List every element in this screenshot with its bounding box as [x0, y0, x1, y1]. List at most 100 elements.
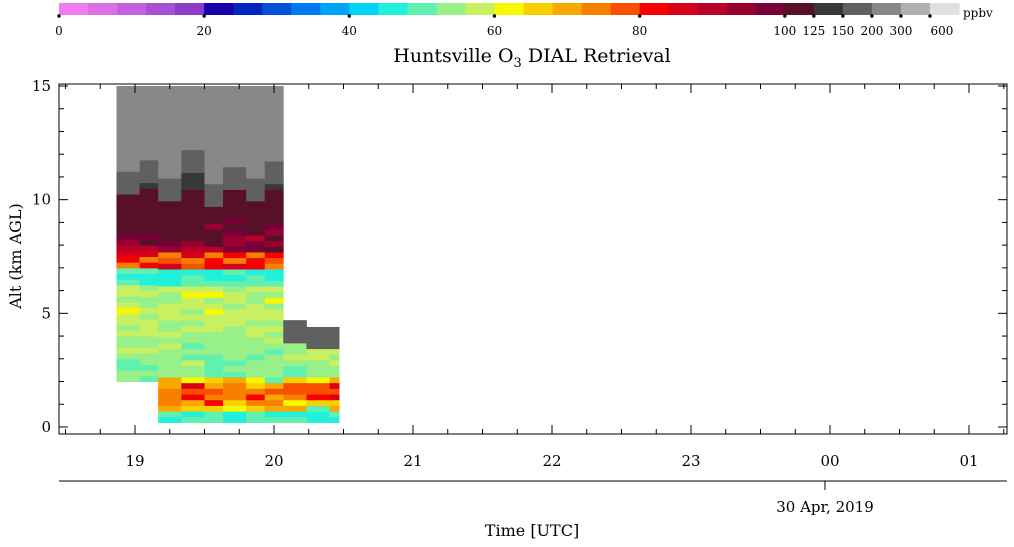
heatmap-cell [158, 115, 182, 122]
heatmap-cell [204, 297, 224, 304]
heatmap-cell [223, 138, 247, 145]
heatmap-cell [264, 178, 284, 185]
heatmap-cell [139, 358, 159, 365]
heatmap-cell [139, 142, 159, 150]
heatmap-cell [329, 376, 340, 384]
heatmap-cell [158, 246, 182, 253]
heatmap-cell [116, 319, 141, 326]
heatmap-cell [246, 274, 266, 281]
heatmap-cell [181, 399, 205, 406]
colorbar-swatch [581, 3, 612, 15]
chart-title-suffix: DIAL Retrieval [522, 45, 671, 67]
heatmap-cell [158, 138, 182, 145]
heatmap-cell [306, 376, 330, 384]
heatmap-cell [204, 314, 224, 321]
heatmap-cell [264, 291, 284, 298]
y-tick-label: 10 [32, 191, 51, 209]
heatmap-cell [116, 86, 141, 93]
heatmap-cell [246, 365, 266, 372]
heatmap-cell [246, 314, 266, 321]
heatmap-cell [158, 337, 182, 344]
heatmap-cell [204, 229, 224, 236]
plot-frame-ticks [59, 84, 1007, 434]
colorbar-swatch [813, 3, 844, 15]
heatmap-cell [264, 200, 284, 207]
heatmap-cell [116, 267, 141, 275]
heatmap-cell [116, 148, 141, 155]
colorbar-swatch [117, 3, 147, 15]
heatmap-cell [181, 388, 205, 395]
heatmap-cell [223, 109, 247, 117]
heatmap-cell [204, 132, 224, 139]
heatmap-cell [223, 121, 247, 128]
heatmap-cell [306, 365, 330, 372]
heatmap-cell [329, 331, 340, 338]
heatmap-cell [246, 331, 266, 338]
heatmap-cell [223, 98, 247, 105]
heatmap-cell [139, 347, 159, 354]
heatmap-cell [181, 371, 205, 378]
heatmap-cell [139, 250, 159, 257]
heatmap-cell [329, 405, 340, 412]
heatmap-cell [283, 320, 307, 327]
heatmap-cell [181, 126, 205, 134]
heatmap-cell [264, 280, 284, 287]
heatmap-cell [246, 354, 266, 361]
heatmap-cell [223, 388, 247, 395]
heatmap-cell [181, 200, 205, 207]
colorbar-swatch [378, 3, 408, 15]
heatmap-cell [116, 165, 141, 172]
heatmap-cell [158, 280, 182, 287]
heatmap-cell [264, 172, 284, 179]
heatmap-cell [246, 183, 266, 190]
heatmap-cell [329, 354, 340, 361]
heatmap-cell [306, 348, 330, 355]
colorbar-tick-label: 40 [342, 24, 357, 38]
colorbar-swatch [610, 3, 641, 15]
heatmap-cell [223, 376, 247, 384]
heatmap-cell [283, 376, 307, 384]
heatmap-cell [246, 109, 266, 117]
heatmap-cell [204, 257, 224, 264]
heatmap-cell [139, 336, 159, 343]
colorbar-tick [347, 14, 352, 18]
heatmap-cell [158, 399, 182, 406]
heatmap-cell [116, 120, 141, 127]
heatmap-cell [246, 269, 266, 276]
heatmap-cell [139, 91, 159, 98]
heatmap-cell [158, 286, 182, 293]
heatmap-cell [306, 371, 330, 378]
heatmap-cell [204, 126, 224, 134]
heatmap-cell [246, 126, 266, 134]
heatmap-cell [264, 388, 284, 395]
heatmap-cell [158, 143, 182, 151]
colorbar-swatch [407, 3, 438, 15]
heatmap-cell [264, 149, 284, 156]
heatmap-cell [204, 87, 224, 94]
chart-title-prefix: Huntsville O [393, 45, 513, 67]
heatmap-cell [139, 353, 159, 360]
colorbar-swatch [639, 3, 670, 15]
heatmap-cell [264, 126, 284, 134]
heatmap-cell [158, 98, 182, 105]
heatmap-cell [223, 359, 247, 367]
colorbar-ticks: 0 20 40 60 80 100 125 150 200 300 600 [55, 14, 953, 38]
colorbar-tick [899, 14, 903, 18]
heatmap-cell [246, 189, 266, 196]
heatmap-cell [246, 371, 266, 378]
heatmap-cell [204, 161, 224, 168]
heatmap-cell [246, 138, 266, 145]
heatmap-cell [246, 359, 266, 367]
heatmap-cell [116, 301, 141, 309]
colorbar-tick [783, 14, 787, 18]
heatmap-cell [158, 109, 182, 117]
heatmap-cell [181, 257, 205, 264]
colorbar-swatch [262, 3, 292, 15]
colorbar-swatch [842, 3, 873, 15]
colorbar-swatch [175, 3, 205, 15]
heatmap-cell [264, 240, 284, 247]
heatmap-cell [158, 132, 182, 139]
heatmap-cell [181, 269, 205, 276]
heatmap-cell [264, 314, 284, 321]
heatmap-cell [246, 98, 266, 105]
